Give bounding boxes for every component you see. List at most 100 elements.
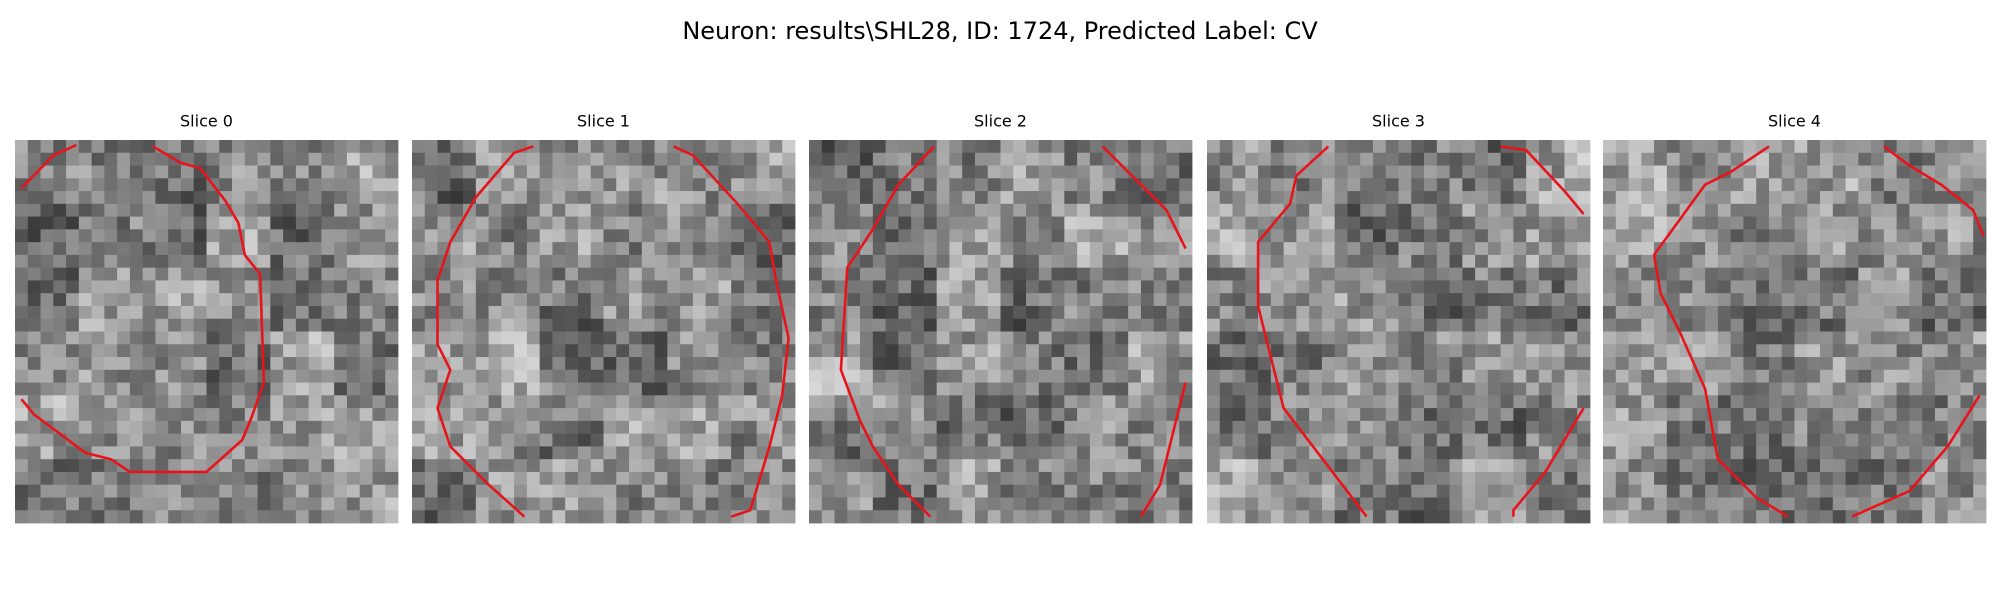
image-pixel — [372, 140, 386, 154]
image-pixel — [1538, 229, 1553, 243]
image-pixel — [27, 293, 41, 307]
image-pixel — [1832, 293, 1846, 307]
image-pixel — [911, 369, 925, 383]
image-pixel — [731, 471, 745, 486]
image-pixel — [1372, 382, 1387, 396]
image-pixel — [1960, 293, 1974, 307]
image-pixel — [1922, 254, 1936, 269]
image-pixel — [756, 484, 770, 498]
image-pixel — [1641, 242, 1655, 256]
image-pixel — [1526, 497, 1540, 511]
image-pixel — [1013, 433, 1027, 447]
image-pixel — [1115, 216, 1129, 230]
image-pixel — [104, 267, 118, 281]
image-pixel — [1641, 293, 1655, 307]
image-pixel — [1551, 344, 1565, 358]
image-pixel — [949, 254, 963, 269]
image-pixel — [1628, 229, 1642, 243]
image-pixel — [847, 484, 861, 498]
image-pixel — [872, 497, 886, 511]
image-pixel — [283, 433, 297, 447]
image-pixel — [104, 357, 118, 371]
image-pixel — [450, 433, 464, 447]
image-pixel — [1883, 382, 1898, 396]
image-pixel — [1102, 395, 1116, 409]
image-pixel — [91, 267, 105, 281]
image-pixel — [1321, 484, 1336, 498]
image-pixel — [501, 191, 515, 205]
image-pixel — [1896, 446, 1910, 460]
image-pixel — [66, 471, 80, 486]
image-pixel — [667, 446, 681, 460]
image-pixel — [1807, 484, 1821, 498]
image-pixel — [962, 459, 976, 473]
image-pixel — [15, 382, 29, 396]
image-pixel — [1641, 408, 1655, 422]
image-pixel — [40, 178, 54, 192]
image-pixel — [1628, 446, 1642, 460]
image-pixel — [1858, 242, 1872, 256]
image-pixel — [334, 357, 348, 371]
image-pixel — [1832, 459, 1846, 473]
image-pixel — [1705, 152, 1719, 166]
image-pixel — [1089, 203, 1104, 217]
image-pixel — [923, 165, 938, 179]
image-pixel — [1654, 357, 1668, 371]
image-pixel — [1038, 459, 1052, 473]
image-pixel — [1615, 433, 1629, 447]
image-pixel — [1781, 344, 1795, 358]
image-pixel — [1270, 459, 1284, 473]
image-pixel — [321, 459, 335, 473]
image-pixel — [603, 178, 617, 192]
image-pixel — [129, 191, 144, 205]
image-pixel — [514, 331, 528, 345]
image-pixel — [66, 165, 80, 179]
image-pixel — [1077, 331, 1091, 345]
image-pixel — [809, 484, 823, 498]
image-pixel — [1909, 369, 1923, 383]
image-pixel — [219, 459, 233, 473]
image-pixel — [1436, 369, 1450, 383]
image-pixel — [1909, 293, 1923, 307]
image-pixel — [27, 395, 41, 409]
image-pixel — [66, 178, 80, 192]
image-pixel — [1013, 357, 1027, 371]
image-pixel — [1064, 382, 1078, 396]
image-pixel — [283, 165, 297, 179]
image-pixel — [654, 459, 668, 473]
image-pixel — [987, 408, 1001, 422]
image-pixel — [488, 229, 502, 243]
image-pixel — [117, 165, 131, 179]
image-pixel — [1013, 165, 1027, 179]
image-pixel — [718, 165, 732, 179]
image-pixel — [654, 267, 668, 281]
image-pixel — [680, 229, 694, 243]
image-pixel — [1000, 229, 1014, 243]
image-pixel — [66, 433, 80, 447]
image-pixel — [1577, 267, 1591, 281]
image-pixel — [308, 140, 322, 154]
image-pixel — [1411, 433, 1425, 447]
image-pixel — [1179, 293, 1193, 307]
image-pixel — [1347, 331, 1361, 345]
image-pixel — [142, 382, 156, 396]
image-pixel — [463, 382, 477, 396]
image-pixel — [15, 510, 29, 524]
image-pixel — [1730, 344, 1744, 358]
image-pixel — [872, 152, 886, 166]
image-pixel — [743, 331, 758, 345]
image-pixel — [219, 382, 233, 396]
image-pixel — [526, 408, 541, 422]
image-pixel — [270, 357, 284, 371]
image-pixel — [1000, 331, 1014, 345]
image-pixel — [1871, 433, 1885, 447]
image-pixel — [270, 408, 284, 422]
image-pixel — [1411, 497, 1425, 511]
image-pixel — [1166, 191, 1180, 205]
image-pixel — [641, 433, 655, 447]
image-pixel — [372, 242, 386, 256]
image-pixel — [1153, 357, 1167, 371]
image-pixel — [1334, 305, 1348, 320]
image-pixel — [270, 446, 284, 460]
image-pixel — [1487, 369, 1502, 383]
